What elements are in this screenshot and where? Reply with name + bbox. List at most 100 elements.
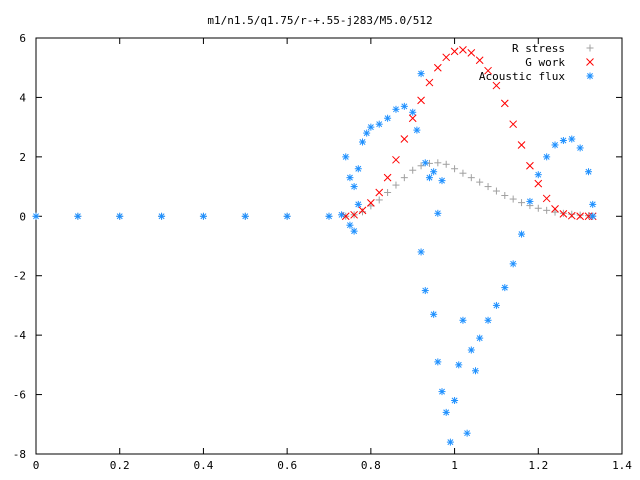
data-point bbox=[433, 63, 442, 72]
data-point bbox=[367, 123, 375, 131]
data-point bbox=[463, 429, 471, 437]
data-point bbox=[430, 310, 438, 318]
data-point bbox=[375, 196, 383, 204]
data-point bbox=[421, 159, 429, 167]
y-tick-label: -4 bbox=[13, 329, 27, 342]
data-point bbox=[459, 316, 467, 324]
data-point bbox=[484, 183, 492, 191]
data-point bbox=[551, 205, 559, 213]
data-point bbox=[400, 102, 408, 110]
legend-marker bbox=[586, 44, 594, 52]
data-point bbox=[534, 171, 542, 179]
data-point bbox=[358, 138, 366, 146]
x-tick-label: 1 bbox=[451, 459, 458, 472]
data-point bbox=[451, 397, 459, 405]
data-point bbox=[434, 209, 442, 217]
legend-label-acoustic-flux: Acoustic flux bbox=[479, 70, 565, 83]
data-point bbox=[417, 248, 425, 256]
data-point bbox=[442, 408, 450, 416]
legend: R stress G work Acoustic flux bbox=[479, 42, 594, 83]
data-point bbox=[526, 197, 534, 205]
data-point bbox=[518, 230, 526, 238]
data-point bbox=[442, 160, 450, 168]
x-tick-label: 0 bbox=[33, 459, 40, 472]
legend-markers bbox=[586, 44, 594, 80]
plot-frame bbox=[35, 37, 623, 455]
data-point bbox=[567, 211, 576, 220]
data-point bbox=[325, 212, 333, 220]
data-point bbox=[346, 174, 354, 182]
data-point bbox=[589, 212, 597, 220]
data-point bbox=[509, 260, 517, 268]
data-point bbox=[534, 179, 543, 188]
data-point bbox=[392, 105, 400, 113]
data-point bbox=[425, 78, 434, 87]
data-point bbox=[338, 211, 346, 219]
data-point bbox=[576, 211, 584, 219]
data-point bbox=[375, 188, 384, 197]
y-tick-label: 6 bbox=[19, 32, 26, 45]
data-point bbox=[438, 177, 446, 185]
data-point bbox=[509, 120, 518, 129]
data-point bbox=[409, 108, 417, 116]
data-point bbox=[430, 168, 438, 176]
data-point bbox=[492, 81, 501, 90]
legend-marker bbox=[586, 72, 594, 80]
data-point bbox=[438, 388, 446, 396]
data-point bbox=[589, 200, 597, 208]
data-point bbox=[358, 206, 367, 215]
data-point bbox=[446, 438, 454, 446]
data-point bbox=[367, 199, 375, 207]
data-point bbox=[341, 212, 350, 221]
data-point bbox=[501, 191, 509, 199]
data-point bbox=[384, 189, 392, 197]
data-point bbox=[354, 165, 362, 173]
x-tick-label: 0.8 bbox=[361, 459, 381, 472]
data-point bbox=[518, 199, 526, 207]
data-point bbox=[492, 301, 500, 309]
data-point bbox=[475, 56, 484, 65]
series-acoustic-flux bbox=[32, 70, 597, 446]
x-tick-label: 0.6 bbox=[277, 459, 297, 472]
data-point bbox=[375, 120, 383, 128]
y-tick-label: 2 bbox=[19, 151, 26, 164]
data-point bbox=[467, 346, 475, 354]
data-point bbox=[450, 47, 459, 56]
data-point bbox=[116, 212, 124, 220]
series-layer bbox=[32, 46, 597, 446]
y-axis: 6 4 2 0 -2 -4 -6 -8 bbox=[13, 32, 622, 461]
data-point bbox=[421, 287, 429, 295]
data-point bbox=[455, 361, 463, 369]
data-point bbox=[400, 135, 409, 143]
data-point bbox=[551, 141, 559, 149]
data-point bbox=[74, 212, 82, 220]
y-tick-label: -8 bbox=[13, 448, 26, 461]
data-point bbox=[442, 53, 451, 62]
data-point bbox=[568, 210, 576, 218]
x-tick-label: 1.2 bbox=[528, 459, 548, 472]
data-point bbox=[451, 165, 459, 173]
data-point bbox=[32, 212, 40, 220]
x-tick-label: 0.2 bbox=[110, 459, 130, 472]
data-point bbox=[342, 153, 350, 161]
legend-marker bbox=[586, 58, 594, 66]
legend-label-r-stress: R stress bbox=[512, 42, 565, 55]
data-point bbox=[476, 178, 484, 186]
data-point bbox=[559, 137, 567, 145]
data-point bbox=[425, 174, 433, 182]
data-point bbox=[346, 221, 354, 229]
data-point bbox=[517, 141, 526, 149]
x-tick-label: 1.4 bbox=[612, 459, 632, 472]
data-point bbox=[559, 210, 568, 218]
data-point bbox=[551, 208, 559, 216]
chart-title: m1/n1.5/q1.75/r-+.55-j283/M5.0/512 bbox=[207, 14, 432, 27]
data-point bbox=[358, 208, 366, 216]
data-point bbox=[354, 200, 362, 208]
data-point bbox=[392, 181, 400, 189]
data-point bbox=[350, 183, 358, 191]
data-point bbox=[467, 174, 475, 182]
data-point bbox=[241, 212, 249, 220]
data-point bbox=[492, 187, 500, 195]
data-point bbox=[350, 227, 358, 235]
data-point bbox=[434, 159, 442, 167]
